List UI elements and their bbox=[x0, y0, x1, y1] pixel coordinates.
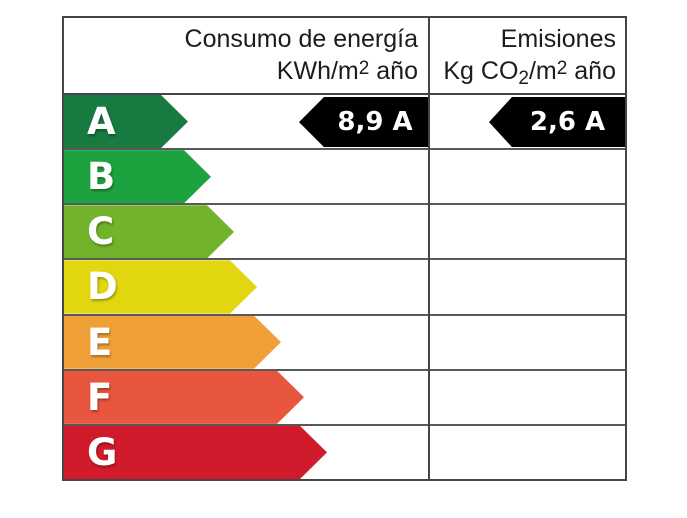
subscript-2: 2 bbox=[518, 68, 529, 89]
rating-row-a: A 8,9 A 2,6 A bbox=[64, 95, 625, 151]
rating-arrow-a: A bbox=[64, 95, 188, 148]
rating-row-b: B bbox=[64, 150, 625, 206]
rating-row-g: G bbox=[64, 426, 625, 479]
rating-table: Consumo de energía KWh/m2 año Emisiones … bbox=[62, 16, 627, 481]
consumption-value-badge: 8,9 A bbox=[299, 97, 428, 148]
rating-row-c: C bbox=[64, 205, 625, 261]
rating-arrow-g: G bbox=[64, 426, 327, 479]
rating-arrow-e: E bbox=[64, 316, 281, 369]
consumption-title: Consumo de energía bbox=[184, 25, 418, 53]
rating-arrow-f: F bbox=[64, 371, 304, 424]
emissions-column-header: Emisiones Kg CO2/m2 año bbox=[428, 18, 625, 93]
consumption-unit: KWh/m2 año bbox=[276, 57, 418, 85]
rating-row-f: F bbox=[64, 371, 625, 426]
column-divider bbox=[428, 18, 430, 479]
rating-arrow-d: D bbox=[64, 260, 257, 313]
rating-arrow-b: B bbox=[64, 150, 211, 203]
superscript-2: 2 bbox=[358, 58, 370, 79]
emissions-value-badge: 2,6 A bbox=[489, 97, 625, 148]
rating-arrow-c: C bbox=[64, 205, 234, 258]
rating-row-d: D bbox=[64, 260, 625, 316]
emissions-unit: Kg CO2/m2 año bbox=[443, 57, 616, 89]
table-header: Consumo de energía KWh/m2 año Emisiones … bbox=[64, 18, 625, 95]
consumption-column-header: Consumo de energía KWh/m2 año bbox=[64, 18, 428, 93]
emissions-title: Emisiones bbox=[500, 25, 616, 53]
rating-rows: A 8,9 A 2,6 A B C D E F G bbox=[64, 95, 625, 479]
rating-row-e: E bbox=[64, 316, 625, 371]
superscript-2: 2 bbox=[556, 58, 568, 79]
